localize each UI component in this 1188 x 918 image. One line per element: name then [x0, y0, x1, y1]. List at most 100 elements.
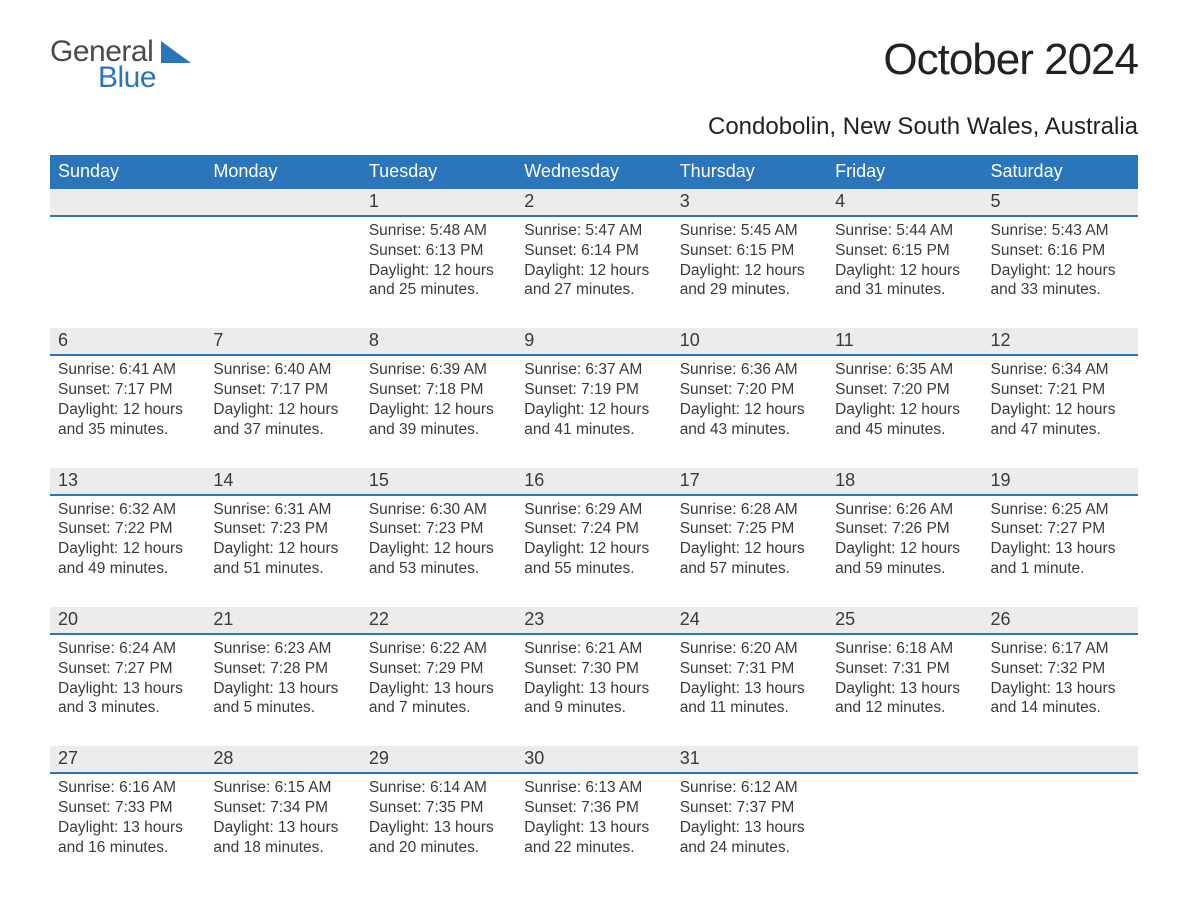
- day-info-cell: Sunrise: 6:23 AMSunset: 7:28 PMDaylight:…: [205, 634, 360, 746]
- day-info-cell: Sunrise: 6:35 AMSunset: 7:20 PMDaylight:…: [827, 355, 982, 467]
- day-info: Sunrise: 6:14 AMSunset: 7:35 PMDaylight:…: [369, 774, 508, 857]
- week-3-info-row: Sunrise: 6:24 AMSunset: 7:27 PMDaylight:…: [50, 634, 1138, 746]
- daynum-cell: 28: [205, 746, 360, 773]
- day-info-cell: Sunrise: 5:43 AMSunset: 6:16 PMDaylight:…: [983, 216, 1138, 328]
- day-info-cell: [205, 216, 360, 328]
- day-info: Sunrise: 6:34 AMSunset: 7:21 PMDaylight:…: [991, 356, 1130, 439]
- daynum-cell: 7: [205, 328, 360, 355]
- day-info-cell: Sunrise: 6:13 AMSunset: 7:36 PMDaylight:…: [516, 773, 671, 885]
- day-info: Sunrise: 6:21 AMSunset: 7:30 PMDaylight:…: [524, 635, 663, 718]
- day-info-cell: Sunrise: 6:31 AMSunset: 7:23 PMDaylight:…: [205, 495, 360, 607]
- daynum-cell: 17: [672, 468, 827, 495]
- day-info: Sunrise: 6:32 AMSunset: 7:22 PMDaylight:…: [58, 496, 197, 579]
- day-info-cell: Sunrise: 6:26 AMSunset: 7:26 PMDaylight:…: [827, 495, 982, 607]
- week-3-daynum-row: 20212223242526: [50, 607, 1138, 634]
- header: General Blue October 2024: [50, 35, 1138, 95]
- daynum-cell: 29: [361, 746, 516, 773]
- day-info: Sunrise: 6:37 AMSunset: 7:19 PMDaylight:…: [524, 356, 663, 439]
- day-info: Sunrise: 6:20 AMSunset: 7:31 PMDaylight:…: [680, 635, 819, 718]
- day-info-cell: Sunrise: 6:22 AMSunset: 7:29 PMDaylight:…: [361, 634, 516, 746]
- day-info: Sunrise: 6:13 AMSunset: 7:36 PMDaylight:…: [524, 774, 663, 857]
- day-info-cell: [827, 773, 982, 885]
- dow-sunday: Sunday: [50, 155, 205, 189]
- day-info: Sunrise: 5:47 AMSunset: 6:14 PMDaylight:…: [524, 217, 663, 300]
- location: Condobolin, New South Wales, Australia: [50, 113, 1138, 141]
- week-0-info-row: Sunrise: 5:48 AMSunset: 6:13 PMDaylight:…: [50, 216, 1138, 328]
- day-info-cell: Sunrise: 6:30 AMSunset: 7:23 PMDaylight:…: [361, 495, 516, 607]
- day-info-cell: Sunrise: 5:44 AMSunset: 6:15 PMDaylight:…: [827, 216, 982, 328]
- daynum-cell: 22: [361, 607, 516, 634]
- day-info: Sunrise: 6:29 AMSunset: 7:24 PMDaylight:…: [524, 496, 663, 579]
- daynum-cell: 19: [983, 468, 1138, 495]
- daynum-cell: 10: [672, 328, 827, 355]
- daynum-cell: 11: [827, 328, 982, 355]
- week-2-info-row: Sunrise: 6:32 AMSunset: 7:22 PMDaylight:…: [50, 495, 1138, 607]
- day-info-cell: Sunrise: 6:16 AMSunset: 7:33 PMDaylight:…: [50, 773, 205, 885]
- day-info: Sunrise: 6:23 AMSunset: 7:28 PMDaylight:…: [213, 635, 352, 718]
- day-info: Sunrise: 6:30 AMSunset: 7:23 PMDaylight:…: [369, 496, 508, 579]
- daynum-cell: 6: [50, 328, 205, 355]
- title-block: October 2024: [883, 35, 1138, 85]
- day-info: Sunrise: 6:39 AMSunset: 7:18 PMDaylight:…: [369, 356, 508, 439]
- day-info: Sunrise: 6:41 AMSunset: 7:17 PMDaylight:…: [58, 356, 197, 439]
- daynum-cell: 21: [205, 607, 360, 634]
- day-info: Sunrise: 6:17 AMSunset: 7:32 PMDaylight:…: [991, 635, 1130, 718]
- logo-triangle-icon: [161, 41, 191, 68]
- daynum-cell: 12: [983, 328, 1138, 355]
- daynum-cell: 3: [672, 189, 827, 216]
- daynum-cell: 27: [50, 746, 205, 773]
- day-info: Sunrise: 6:31 AMSunset: 7:23 PMDaylight:…: [213, 496, 352, 579]
- dow-monday: Monday: [205, 155, 360, 189]
- day-info-cell: [983, 773, 1138, 885]
- day-info-cell: Sunrise: 6:25 AMSunset: 7:27 PMDaylight:…: [983, 495, 1138, 607]
- daynum-cell: 26: [983, 607, 1138, 634]
- daynum-cell: 15: [361, 468, 516, 495]
- day-info: Sunrise: 6:12 AMSunset: 7:37 PMDaylight:…: [680, 774, 819, 857]
- daynum-cell: 31: [672, 746, 827, 773]
- dow-friday: Friday: [827, 155, 982, 189]
- dow-wednesday: Wednesday: [516, 155, 671, 189]
- daynum-cell: [827, 746, 982, 773]
- day-info: Sunrise: 6:35 AMSunset: 7:20 PMDaylight:…: [835, 356, 974, 439]
- daynum-cell: 13: [50, 468, 205, 495]
- day-info-cell: Sunrise: 6:41 AMSunset: 7:17 PMDaylight:…: [50, 355, 205, 467]
- week-2-daynum-row: 13141516171819: [50, 468, 1138, 495]
- daynum-cell: 2: [516, 189, 671, 216]
- day-info: Sunrise: 6:22 AMSunset: 7:29 PMDaylight:…: [369, 635, 508, 718]
- calendar-table: SundayMondayTuesdayWednesdayThursdayFrid…: [50, 155, 1138, 886]
- day-info-cell: Sunrise: 6:12 AMSunset: 7:37 PMDaylight:…: [672, 773, 827, 885]
- day-info-cell: Sunrise: 6:36 AMSunset: 7:20 PMDaylight:…: [672, 355, 827, 467]
- dow-saturday: Saturday: [983, 155, 1138, 189]
- day-info-cell: Sunrise: 6:40 AMSunset: 7:17 PMDaylight:…: [205, 355, 360, 467]
- daynum-cell: 23: [516, 607, 671, 634]
- week-1-daynum-row: 6789101112: [50, 328, 1138, 355]
- daynum-cell: 25: [827, 607, 982, 634]
- day-info: Sunrise: 5:45 AMSunset: 6:15 PMDaylight:…: [680, 217, 819, 300]
- day-info-cell: Sunrise: 6:14 AMSunset: 7:35 PMDaylight:…: [361, 773, 516, 885]
- daynum-cell: 4: [827, 189, 982, 216]
- day-info-cell: Sunrise: 5:48 AMSunset: 6:13 PMDaylight:…: [361, 216, 516, 328]
- week-1-info-row: Sunrise: 6:41 AMSunset: 7:17 PMDaylight:…: [50, 355, 1138, 467]
- daynum-cell: [983, 746, 1138, 773]
- day-info: Sunrise: 6:25 AMSunset: 7:27 PMDaylight:…: [991, 496, 1130, 579]
- daynum-cell: 9: [516, 328, 671, 355]
- day-info: Sunrise: 6:16 AMSunset: 7:33 PMDaylight:…: [58, 774, 197, 857]
- week-4-info-row: Sunrise: 6:16 AMSunset: 7:33 PMDaylight:…: [50, 773, 1138, 885]
- logo-text-blue: Blue: [98, 61, 156, 95]
- daynum-cell: 1: [361, 189, 516, 216]
- dow-thursday: Thursday: [672, 155, 827, 189]
- day-info: Sunrise: 6:24 AMSunset: 7:27 PMDaylight:…: [58, 635, 197, 718]
- day-info: Sunrise: 5:48 AMSunset: 6:13 PMDaylight:…: [369, 217, 508, 300]
- day-info-cell: Sunrise: 6:21 AMSunset: 7:30 PMDaylight:…: [516, 634, 671, 746]
- day-info: Sunrise: 6:26 AMSunset: 7:26 PMDaylight:…: [835, 496, 974, 579]
- day-info-cell: [50, 216, 205, 328]
- day-info-cell: Sunrise: 6:15 AMSunset: 7:34 PMDaylight:…: [205, 773, 360, 885]
- day-info: Sunrise: 5:43 AMSunset: 6:16 PMDaylight:…: [991, 217, 1130, 300]
- week-4-daynum-row: 2728293031: [50, 746, 1138, 773]
- day-info-cell: Sunrise: 6:39 AMSunset: 7:18 PMDaylight:…: [361, 355, 516, 467]
- day-info: Sunrise: 6:40 AMSunset: 7:17 PMDaylight:…: [213, 356, 352, 439]
- day-info-cell: Sunrise: 6:20 AMSunset: 7:31 PMDaylight:…: [672, 634, 827, 746]
- day-info: Sunrise: 6:15 AMSunset: 7:34 PMDaylight:…: [213, 774, 352, 857]
- daynum-cell: 20: [50, 607, 205, 634]
- week-0-daynum-row: 12345: [50, 189, 1138, 216]
